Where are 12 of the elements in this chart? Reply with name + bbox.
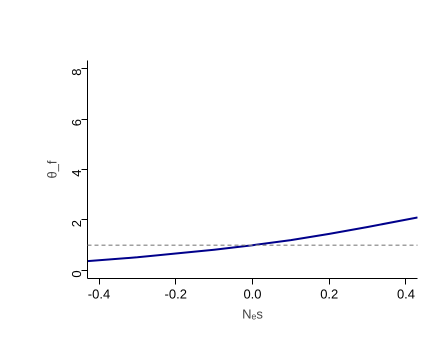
x-tick-label: 0.4 [396,286,416,302]
x-axis-title: Nₑs [242,306,264,322]
x-tick-label: 0.2 [320,286,338,302]
y-tick-label: 8 [69,68,84,76]
y-tick-label: 6 [69,119,84,126]
y-tick-label: 4 [69,169,84,177]
x-tick-label: -0.4 [88,286,110,302]
y-axis-title: θ_f [44,160,60,179]
y-tick-label: 0 [69,270,84,278]
x-tick-label: 0.0 [243,286,262,302]
x-tick-label: -0.2 [164,286,187,302]
y-tick-label: 2 [69,220,84,228]
